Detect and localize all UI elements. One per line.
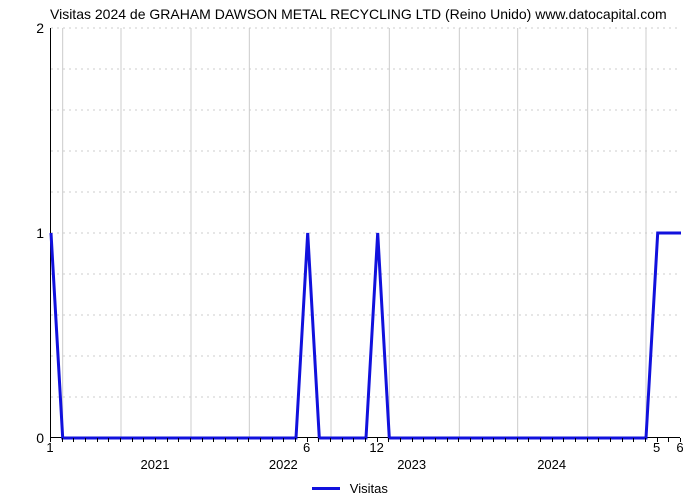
y-tick-label: 1 xyxy=(30,225,44,241)
x-tick xyxy=(178,438,179,442)
x-tick xyxy=(680,438,681,442)
x-tick xyxy=(50,438,51,442)
x-tick xyxy=(120,438,121,442)
x-tick xyxy=(633,438,634,442)
x-tick xyxy=(622,438,623,442)
x-tick xyxy=(458,438,459,442)
x-tick xyxy=(517,438,518,442)
x-tick xyxy=(73,438,74,442)
x-tick xyxy=(248,438,249,442)
x-tick xyxy=(598,438,599,442)
x-tick xyxy=(143,438,144,442)
x-tick xyxy=(307,438,308,442)
x-year-label: 2024 xyxy=(537,457,566,472)
x-tick xyxy=(202,438,203,442)
x-tick xyxy=(493,438,494,442)
x-tick xyxy=(167,438,168,442)
x-tick xyxy=(213,438,214,442)
x-tick xyxy=(610,438,611,442)
x-tick xyxy=(283,438,284,442)
x-tick xyxy=(587,438,588,442)
x-tick xyxy=(225,438,226,442)
visits-line xyxy=(51,233,681,438)
x-tick xyxy=(330,438,331,442)
y-tick-label: 0 xyxy=(30,430,44,446)
x-tick-label: 6 xyxy=(676,440,683,455)
x-tick xyxy=(353,438,354,442)
x-tick xyxy=(470,438,471,442)
x-tick-label: 12 xyxy=(369,440,383,455)
x-tick xyxy=(85,438,86,442)
x-year-label: 2021 xyxy=(141,457,170,472)
legend-label: Visitas xyxy=(350,481,388,496)
x-tick-label: 1 xyxy=(46,440,53,455)
x-tick xyxy=(260,438,261,442)
x-tick xyxy=(237,438,238,442)
x-tick xyxy=(97,438,98,442)
x-tick xyxy=(400,438,401,442)
x-tick xyxy=(575,438,576,442)
y-tick-label: 2 xyxy=(30,20,44,36)
x-tick xyxy=(132,438,133,442)
x-tick xyxy=(62,438,63,442)
x-tick xyxy=(388,438,389,442)
x-tick xyxy=(272,438,273,442)
x-tick-label: 6 xyxy=(303,440,310,455)
x-tick xyxy=(657,438,658,442)
x-tick xyxy=(365,438,366,442)
legend-swatch xyxy=(312,487,340,490)
plot-area xyxy=(50,28,680,438)
x-tick xyxy=(540,438,541,442)
x-year-label: 2023 xyxy=(397,457,426,472)
x-tick xyxy=(295,438,296,442)
x-tick xyxy=(377,438,378,442)
chart-title: Visitas 2024 de GRAHAM DAWSON METAL RECY… xyxy=(50,6,667,22)
x-tick xyxy=(435,438,436,442)
x-tick xyxy=(645,438,646,442)
x-tick-label: 5 xyxy=(653,440,660,455)
x-tick xyxy=(108,438,109,442)
grid xyxy=(51,28,681,438)
x-tick xyxy=(447,438,448,442)
x-year-label: 2022 xyxy=(269,457,298,472)
x-tick xyxy=(528,438,529,442)
x-tick xyxy=(318,438,319,442)
x-tick xyxy=(342,438,343,442)
x-tick xyxy=(155,438,156,442)
x-tick xyxy=(505,438,506,442)
x-tick xyxy=(668,438,669,442)
x-tick xyxy=(552,438,553,442)
x-tick xyxy=(190,438,191,442)
x-tick xyxy=(423,438,424,442)
plot-svg xyxy=(51,28,681,438)
x-tick xyxy=(412,438,413,442)
x-tick xyxy=(563,438,564,442)
x-tick xyxy=(482,438,483,442)
legend: Visitas xyxy=(0,480,700,496)
